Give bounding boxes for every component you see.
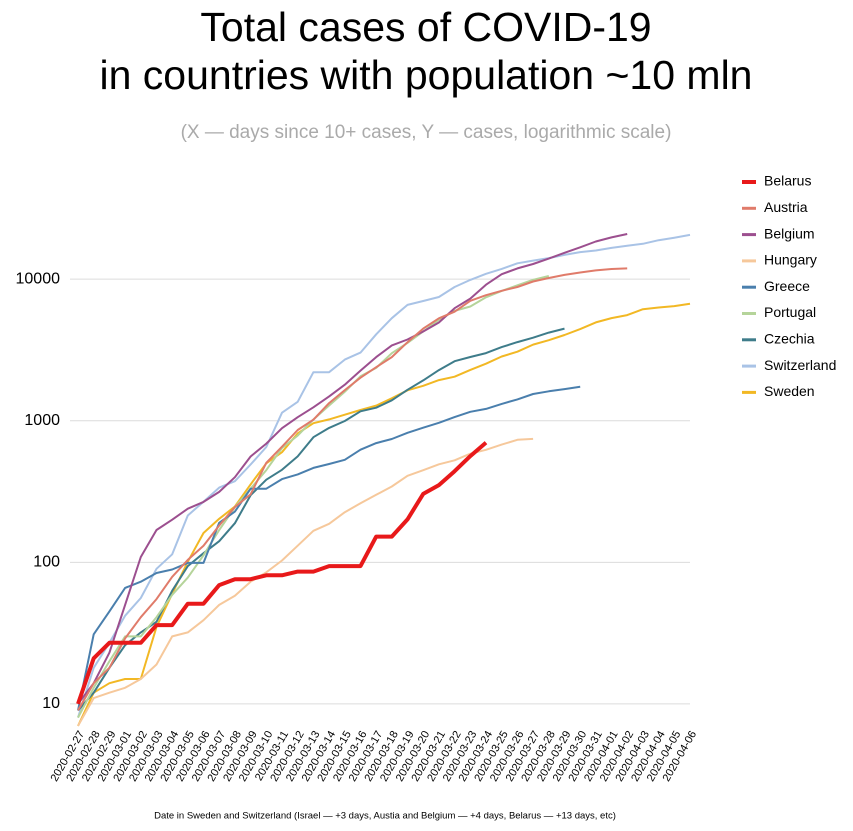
y-tick-label: 10000 bbox=[16, 270, 61, 287]
series-line bbox=[77, 233, 628, 705]
y-tick-label: 100 bbox=[33, 554, 60, 571]
legend-label: Sweden bbox=[764, 383, 815, 399]
legend-label: Portugal bbox=[764, 304, 816, 320]
chart-title: in countries with population ~10 mln bbox=[100, 52, 753, 98]
series-line bbox=[77, 437, 534, 727]
chart-subtitle: (X — days since 10+ cases, Y — cases, lo… bbox=[181, 122, 672, 143]
chart-title: Total cases of COVID-19 bbox=[200, 4, 651, 50]
legend-label: Czechia bbox=[764, 331, 815, 347]
legend-label: Austria bbox=[764, 199, 808, 215]
series-line bbox=[77, 233, 691, 718]
series-line bbox=[77, 302, 691, 727]
y-tick-label: 10 bbox=[42, 695, 60, 712]
series-line bbox=[77, 327, 565, 712]
y-tick-label: 1000 bbox=[24, 412, 60, 429]
legend-label: Belgium bbox=[764, 225, 815, 241]
legend-label: Switzerland bbox=[764, 357, 836, 373]
series-line bbox=[77, 385, 581, 711]
legend-label: Greece bbox=[764, 278, 810, 294]
legend-label: Belarus bbox=[764, 173, 811, 189]
legend-label: Hungary bbox=[764, 252, 817, 268]
series-line bbox=[77, 267, 628, 711]
series-line bbox=[76, 441, 488, 705]
x-axis-label: Date in Sweden and Switzerland (Israel —… bbox=[154, 811, 616, 822]
